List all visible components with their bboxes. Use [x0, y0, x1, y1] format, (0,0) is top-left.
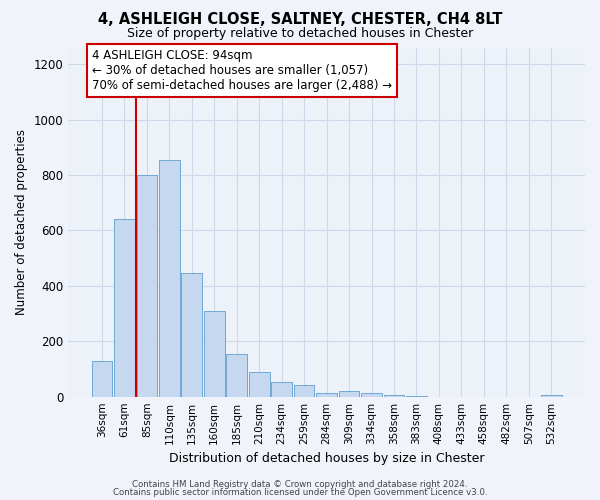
Bar — [159, 160, 179, 396]
Text: Size of property relative to detached houses in Chester: Size of property relative to detached ho… — [127, 28, 473, 40]
Bar — [114, 220, 135, 396]
Bar — [204, 311, 224, 396]
Bar — [294, 385, 314, 396]
Text: 4, ASHLEIGH CLOSE, SALTNEY, CHESTER, CH4 8LT: 4, ASHLEIGH CLOSE, SALTNEY, CHESTER, CH4… — [98, 12, 502, 28]
Text: Contains public sector information licensed under the Open Government Licence v3: Contains public sector information licen… — [113, 488, 487, 497]
Bar — [137, 175, 157, 396]
Text: Contains HM Land Registry data © Crown copyright and database right 2024.: Contains HM Land Registry data © Crown c… — [132, 480, 468, 489]
Bar — [339, 390, 359, 396]
X-axis label: Distribution of detached houses by size in Chester: Distribution of detached houses by size … — [169, 452, 484, 465]
Bar — [181, 274, 202, 396]
Bar — [92, 360, 112, 396]
Y-axis label: Number of detached properties: Number of detached properties — [15, 129, 28, 315]
Text: 4 ASHLEIGH CLOSE: 94sqm
← 30% of detached houses are smaller (1,057)
70% of semi: 4 ASHLEIGH CLOSE: 94sqm ← 30% of detache… — [92, 49, 392, 92]
Bar — [361, 394, 382, 396]
Bar — [271, 382, 292, 396]
Bar — [316, 392, 337, 396]
Bar — [226, 354, 247, 397]
Bar — [249, 372, 269, 396]
